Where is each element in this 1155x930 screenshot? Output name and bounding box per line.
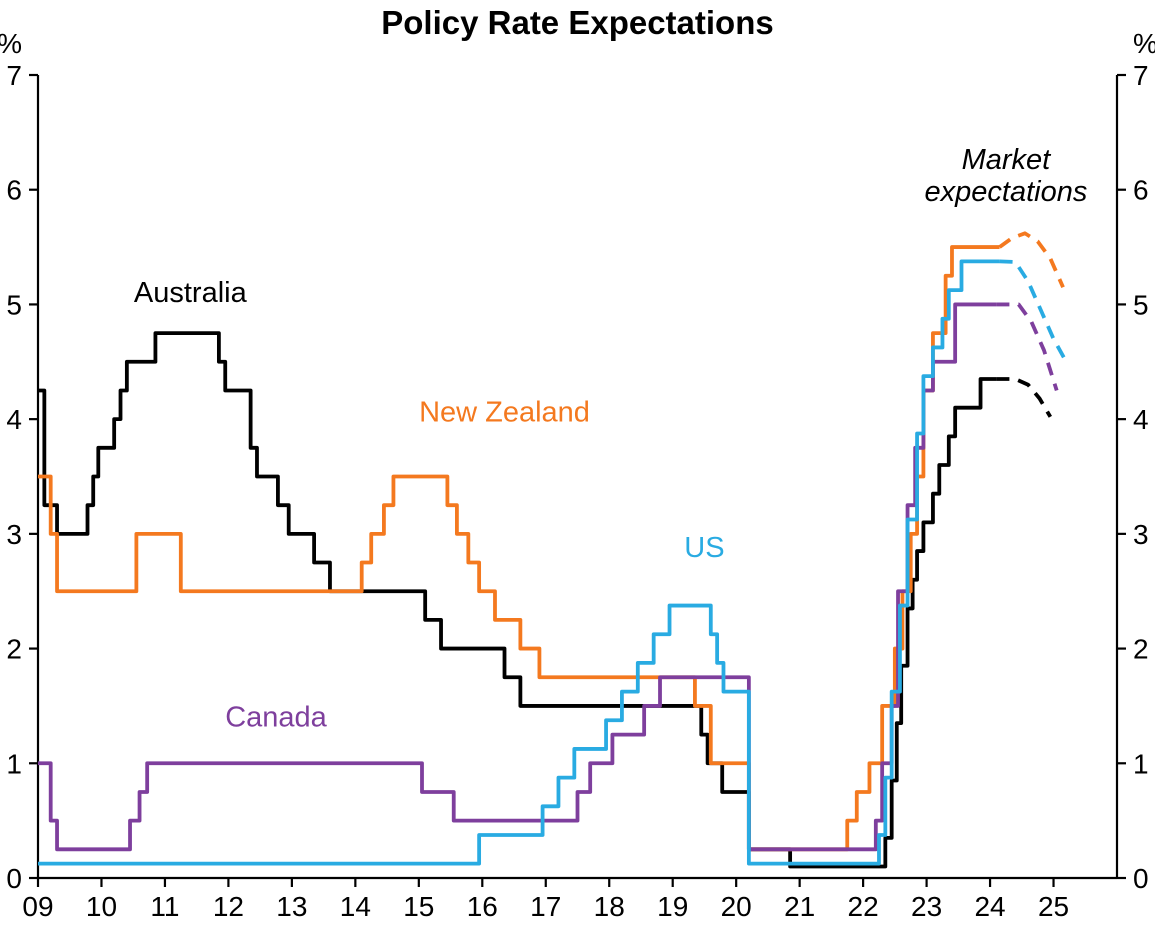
series-australia bbox=[38, 331, 1052, 869]
y-tick-label-right: 7 bbox=[1133, 60, 1149, 91]
y-tick-label-left: 7 bbox=[6, 60, 22, 91]
y-tick-label-right: 3 bbox=[1133, 519, 1149, 550]
x-tick-label: 23 bbox=[911, 891, 942, 922]
series-us bbox=[38, 259, 1068, 866]
y-tick-label-right: 5 bbox=[1133, 289, 1149, 320]
annotation-us: US bbox=[684, 532, 724, 564]
x-tick-label: 10 bbox=[86, 891, 117, 922]
y-tick-label-right: 0 bbox=[1133, 863, 1149, 894]
y-tick-label-left: 3 bbox=[6, 519, 22, 550]
series-canada-expected-line bbox=[996, 302, 1059, 392]
y-tick-label-right: 4 bbox=[1133, 404, 1149, 435]
x-tick-label: 12 bbox=[213, 891, 244, 922]
x-tick-label: 25 bbox=[1038, 891, 1069, 922]
annotation-new-zealand: New Zealand bbox=[419, 396, 590, 428]
chart-title: Policy Rate Expectations bbox=[381, 4, 774, 41]
y-tick-label-left: 6 bbox=[6, 175, 22, 206]
y-tick-label-right: 2 bbox=[1133, 634, 1149, 665]
x-tick-label: 21 bbox=[784, 891, 815, 922]
y-tick-label-right: 6 bbox=[1133, 175, 1149, 206]
x-tick-label: 14 bbox=[340, 891, 371, 922]
axes bbox=[29, 73, 1126, 887]
y-tick-label-left: 0 bbox=[6, 863, 22, 894]
y-unit-right: % bbox=[1133, 28, 1155, 59]
series-us-line bbox=[38, 259, 1000, 866]
series-australia-line bbox=[38, 331, 997, 869]
series-australia-expected-line bbox=[996, 377, 1052, 418]
series-new-zealand-line bbox=[38, 245, 1000, 852]
x-tick-label: 19 bbox=[657, 891, 688, 922]
series-us-expected-line bbox=[999, 259, 1068, 363]
x-tick-label: 13 bbox=[276, 891, 307, 922]
x-tick-label: 18 bbox=[594, 891, 625, 922]
x-tick-label: 22 bbox=[848, 891, 879, 922]
annotation-australia: Australia bbox=[134, 277, 248, 309]
series-canada bbox=[38, 302, 1059, 852]
y-tick-label-left: 1 bbox=[6, 748, 22, 779]
series-new-zealand-expected-line bbox=[998, 231, 1065, 288]
x-tick-label: 17 bbox=[530, 891, 561, 922]
annotation-canada: Canada bbox=[225, 702, 327, 734]
tick-labels: 0 01 12 23 34 45 56 67 709 10 11 12 13 14 15 16 17 18 19 20… bbox=[0, 28, 1155, 922]
y-tick-label-left: 2 bbox=[6, 634, 22, 665]
x-tick-label: 15 bbox=[403, 891, 434, 922]
y-tick-label-right: 1 bbox=[1133, 748, 1149, 779]
x-tick-label: 09 bbox=[22, 891, 53, 922]
x-tick-label: 20 bbox=[721, 891, 752, 922]
series-canada-line bbox=[38, 302, 997, 852]
y-tick-label-left: 5 bbox=[6, 289, 22, 320]
annotations: Australia New Zealand US Canada Market expect… bbox=[134, 144, 1087, 734]
annotation-market-expectations: Market expectations bbox=[925, 144, 1088, 208]
x-tick-label: 16 bbox=[467, 891, 498, 922]
x-tick-label: 11 bbox=[150, 891, 179, 922]
series-new-zealand bbox=[38, 231, 1065, 852]
y-unit-left: % bbox=[0, 28, 22, 59]
y-tick-label-left: 4 bbox=[6, 404, 22, 435]
x-tick-label: 24 bbox=[974, 891, 1005, 922]
